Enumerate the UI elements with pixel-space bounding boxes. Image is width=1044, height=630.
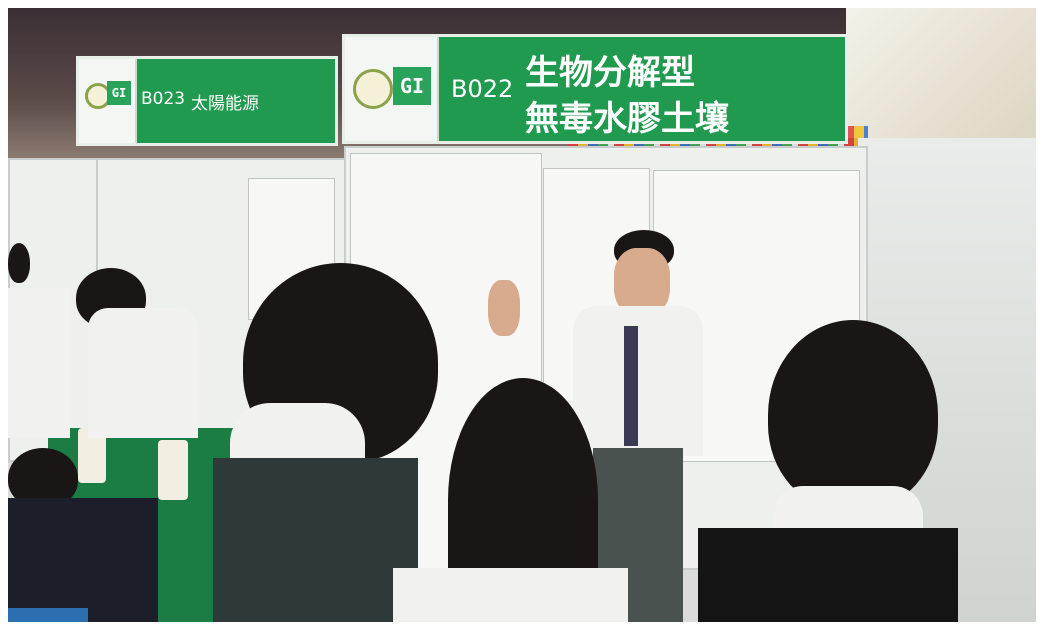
booth-title-line1: 生物分解型 [525,53,695,93]
gi-logo: GI [393,67,431,105]
shirt [573,306,703,456]
booth-title-line2: 無毒水膠土壤 [525,99,729,139]
jar [158,440,188,500]
raised-hand [488,280,520,336]
hall-window [846,8,1036,138]
hair [8,243,30,283]
booth-sign-b023: GI B023 太陽能源 [76,56,338,146]
face [614,248,670,316]
shirt [8,288,70,438]
booth-title: 太陽能源 [191,94,259,114]
booth-sign-b022: GI B022 生物分解型 無毒水膠土壤 [342,34,848,144]
event-photo: GI B023 太陽能源 GI B022 生物分解型 無毒水膠土壤 [8,8,1036,622]
uniform [213,458,418,622]
gi-logo: GI [107,81,131,105]
bag [8,608,88,622]
shirt [8,498,158,622]
sign-logo-area: GI [79,59,137,143]
seal-icon [353,69,393,109]
hair [768,320,938,510]
booth-code: B023 [141,89,186,109]
booth-code: B022 [451,75,514,103]
sign-logo-area: GI [345,37,439,141]
shirt [88,308,198,438]
tie [624,326,638,446]
shirt [393,568,628,622]
uniform [698,528,958,622]
